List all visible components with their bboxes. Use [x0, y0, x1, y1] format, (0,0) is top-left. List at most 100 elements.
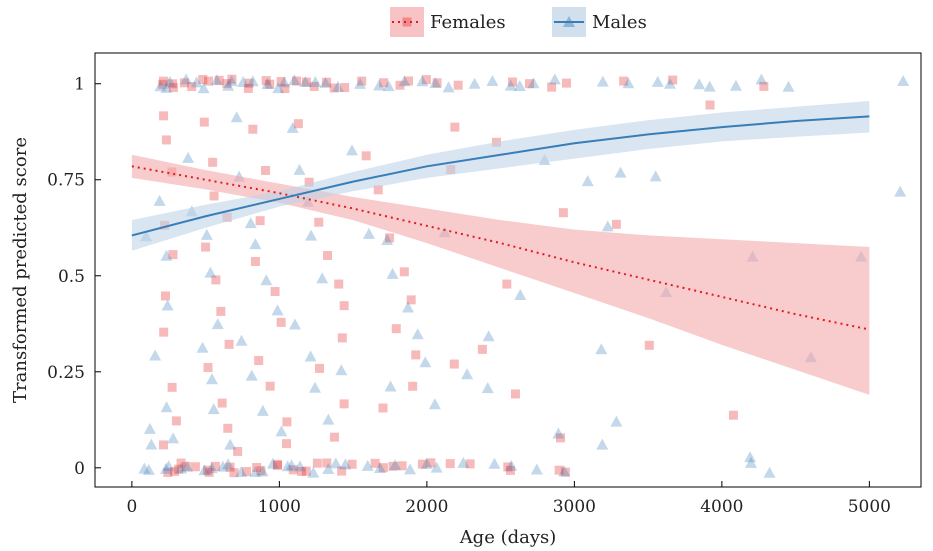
data-point	[198, 74, 208, 84]
data-point	[337, 466, 347, 476]
data-point	[339, 458, 352, 470]
data-point	[293, 460, 306, 472]
x-axis-title: Age (days)	[459, 527, 557, 548]
data-point	[322, 413, 335, 425]
data-point	[450, 122, 460, 132]
data-point	[354, 77, 367, 89]
data-point	[508, 77, 518, 87]
data-point	[233, 446, 243, 456]
data-point	[322, 77, 332, 87]
data-point	[381, 234, 394, 246]
data-point	[614, 166, 627, 178]
data-point	[562, 78, 572, 88]
data-point	[159, 111, 169, 121]
data-point	[190, 76, 203, 88]
data-point	[205, 373, 218, 385]
confidence-band-females	[131, 154, 870, 395]
data-point	[293, 119, 303, 129]
data-point	[307, 466, 320, 478]
data-point	[322, 462, 335, 474]
data-point	[416, 75, 429, 87]
data-point	[159, 327, 169, 337]
data-point	[340, 83, 350, 93]
data-point	[417, 459, 427, 469]
y-axis: 0 0.25 0.5 0.75 1	[47, 75, 101, 479]
data-point	[288, 465, 298, 475]
data-point	[314, 217, 324, 227]
data-point	[168, 83, 178, 93]
data-point	[224, 339, 234, 349]
data-point	[421, 75, 431, 85]
data-point	[160, 81, 173, 93]
data-point	[209, 191, 219, 201]
x-axis: 0 1000 2000 3000 4000 5000	[126, 481, 891, 517]
data-point	[554, 465, 564, 475]
data-point	[457, 456, 470, 468]
data-point	[201, 242, 211, 252]
data-point	[197, 82, 210, 94]
data-point	[331, 80, 344, 92]
legend-item-females[interactable]: Females	[390, 7, 506, 37]
data-point	[411, 350, 421, 360]
data-point	[504, 79, 517, 91]
data-point	[229, 468, 239, 478]
y-tick-label: 0.25	[47, 363, 85, 383]
data-point	[204, 76, 214, 86]
data-point	[402, 301, 415, 313]
legend-item-males[interactable]: Males	[552, 7, 647, 37]
legend[interactable]: Females Males	[390, 7, 647, 37]
data-point	[280, 84, 290, 94]
data-point	[426, 458, 436, 468]
data-point	[204, 266, 217, 278]
data-point	[548, 73, 561, 85]
data-point	[395, 80, 405, 90]
legend-marker	[402, 17, 412, 27]
legend-label: Females	[430, 12, 506, 33]
data-point	[261, 78, 274, 90]
data-point	[163, 75, 176, 87]
data-point	[595, 343, 608, 355]
data-point	[505, 459, 518, 471]
data-point	[230, 111, 243, 123]
data-point	[256, 404, 269, 416]
data-point	[429, 77, 442, 89]
data-point	[530, 463, 543, 475]
data-point	[319, 76, 332, 88]
data-point	[227, 74, 237, 84]
data-point	[272, 460, 282, 470]
data-point	[382, 80, 395, 92]
data-point	[153, 194, 166, 206]
data-point	[763, 466, 776, 478]
data-point	[288, 74, 301, 86]
data-point	[601, 220, 614, 232]
data-point	[190, 462, 200, 472]
data-point	[168, 250, 178, 260]
data-point	[225, 462, 235, 472]
legend-marker	[563, 16, 575, 27]
x-tick-label: 1000	[258, 497, 301, 517]
data-point	[389, 458, 402, 470]
data-point	[199, 117, 209, 127]
data-point	[214, 75, 224, 85]
data-point	[142, 463, 155, 475]
data-point	[649, 170, 662, 182]
data-point	[222, 458, 235, 470]
data-point	[370, 458, 380, 468]
data-point	[160, 401, 173, 413]
data-point	[378, 463, 388, 473]
data-point	[488, 457, 501, 469]
data-point	[301, 466, 311, 476]
data-point	[361, 151, 371, 161]
y-tick-label: 1	[74, 75, 85, 95]
x-tick-label: 5000	[848, 497, 891, 517]
data-point	[210, 461, 220, 471]
data-point	[293, 163, 306, 175]
data-point	[270, 287, 280, 297]
data-point	[619, 76, 629, 86]
data-point	[322, 458, 332, 468]
data-point	[281, 460, 294, 472]
data-point	[309, 381, 322, 393]
data-point	[668, 75, 678, 85]
data-point	[527, 77, 540, 89]
data-point	[399, 267, 409, 277]
